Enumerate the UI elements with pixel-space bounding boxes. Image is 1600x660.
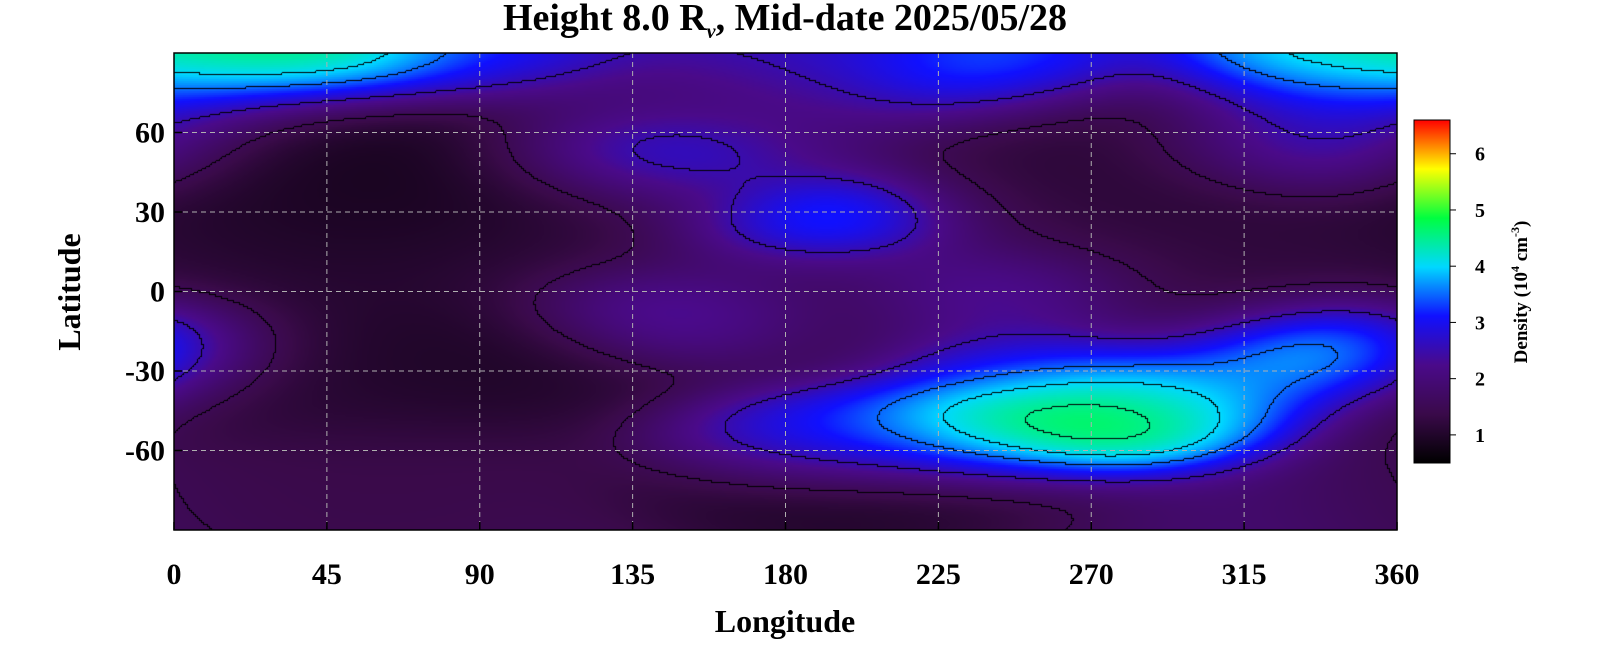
y-axis-label: Latitude — [51, 233, 87, 350]
colorbar-tick-label: 5 — [1475, 200, 1485, 222]
chart-title: Height 8.0 Rv, Mid-date 2025/05/28 — [503, 0, 1067, 43]
x-tick-label: 315 — [1222, 558, 1267, 591]
x-tick-label: 45 — [312, 558, 342, 591]
colorbar-label-exp2: -3 — [1508, 227, 1522, 237]
x-tick-label: 270 — [1069, 558, 1114, 591]
colorbar-label: Density (104 cm-3) — [1508, 221, 1532, 364]
x-tick-label: 90 — [465, 558, 495, 591]
chart-title-main: Height 8.0 R — [503, 0, 707, 39]
colorbar-tick-label: 1 — [1475, 425, 1485, 447]
x-tick-label: 225 — [916, 558, 961, 591]
x-tick-label: 360 — [1375, 558, 1420, 591]
colorbar-label-prefix: Density (10 — [1511, 272, 1532, 363]
y-tick-label: 0 — [150, 276, 165, 309]
plot-area — [173, 52, 1398, 531]
x-tick-label: 0 — [167, 558, 182, 591]
y-tick-label: -30 — [125, 355, 165, 388]
colorbar-tick-label: 2 — [1475, 369, 1485, 391]
grid-lines — [174, 53, 1397, 530]
colorbar-label-suffix: ) — [1511, 221, 1532, 227]
y-axis-ticks: 60 30 0 -30 -60 — [125, 117, 182, 468]
y-tick-label: 60 — [135, 117, 165, 150]
x-axis-ticks: 0 45 90 135 180 225 270 315 360 — [167, 522, 1420, 591]
colorbar-tick-label: 3 — [1475, 312, 1485, 334]
x-axis-label: Longitude — [715, 603, 855, 639]
chart-title-subscript: v — [707, 21, 717, 43]
chart-title-suffix: , Mid-date 2025/05/28 — [716, 0, 1067, 39]
colorbar-tick-label: 4 — [1475, 256, 1485, 278]
x-tick-label: 180 — [763, 558, 808, 591]
colorbar-label-mid: cm — [1511, 237, 1532, 266]
x-tick-label: 135 — [610, 558, 655, 591]
colorbar-tick-label: 6 — [1475, 144, 1485, 166]
colorbar-label-exp1: 4 — [1508, 266, 1522, 272]
y-tick-label: 30 — [135, 196, 165, 229]
y-tick-label: -60 — [125, 435, 165, 468]
colorbar-bar — [1413, 119, 1451, 464]
colorbar-ticks: 1 2 3 4 5 6 — [1450, 144, 1485, 447]
